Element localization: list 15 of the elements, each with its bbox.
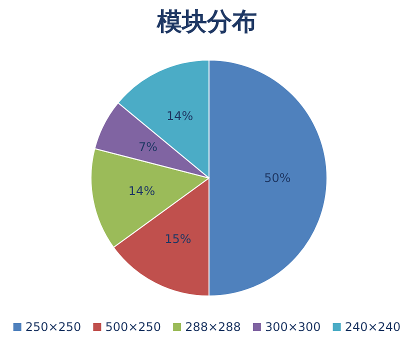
pie-slice bbox=[113, 178, 210, 296]
data-label: 15% bbox=[164, 232, 192, 246]
data-label: 50% bbox=[264, 171, 291, 185]
data-label: 7% bbox=[138, 140, 158, 154]
legend-label: 500×250 bbox=[105, 320, 162, 334]
legend-label: 250×250 bbox=[25, 320, 82, 334]
legend-label: 240×240 bbox=[344, 320, 401, 334]
data-label: 14% bbox=[128, 184, 156, 198]
chart-title: 模块分布 bbox=[156, 7, 257, 36]
legend-label: 288×288 bbox=[185, 320, 241, 334]
legend-label: 300×300 bbox=[264, 320, 321, 334]
pie-slice bbox=[208, 60, 328, 296]
pie-slice bbox=[118, 60, 210, 178]
data-label: 14% bbox=[166, 109, 194, 124]
pie-slice bbox=[94, 102, 210, 178]
